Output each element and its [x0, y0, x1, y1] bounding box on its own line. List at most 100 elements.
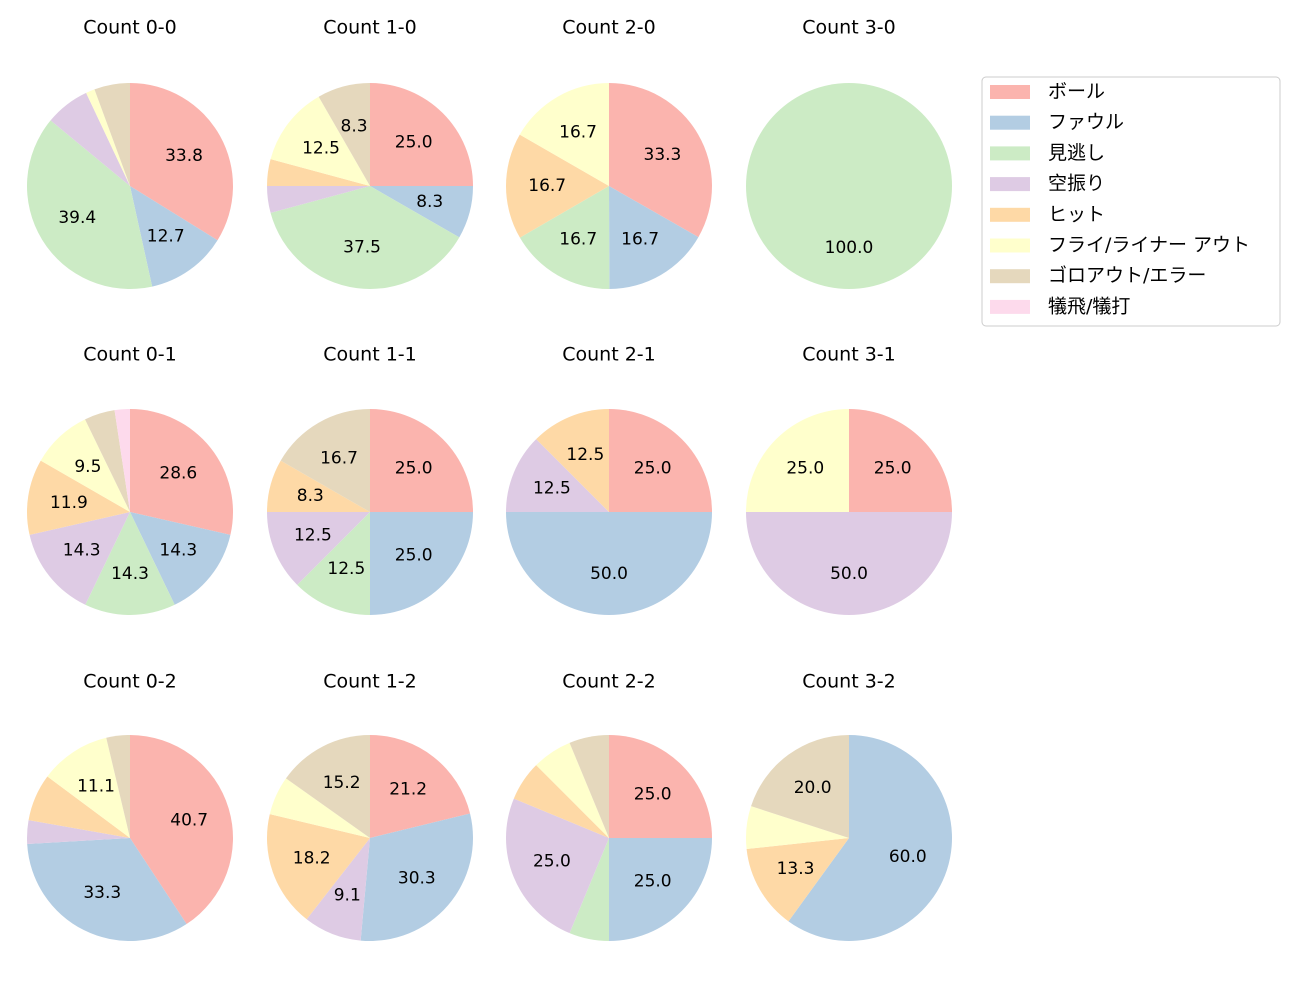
- pie-slice: [746, 838, 849, 922]
- pie-slice: [50, 92, 130, 186]
- data-label: 9.1: [334, 885, 361, 905]
- data-label: 13.3: [777, 859, 815, 879]
- data-label: 33.3: [83, 883, 121, 903]
- pie-slice: [130, 83, 234, 241]
- pie-slice: [28, 776, 130, 838]
- pie-slice: [746, 409, 849, 512]
- legend-label: ゴロアウト/エラー: [1048, 265, 1206, 287]
- data-label: 16.7: [320, 449, 358, 469]
- pie-slice: [267, 814, 370, 920]
- pie-slice: [370, 409, 473, 512]
- data-label: 16.7: [559, 122, 597, 142]
- pie-slice: [130, 512, 231, 605]
- pie-slice: [86, 89, 130, 186]
- data-label: 30.3: [398, 868, 436, 888]
- data-label: 25.0: [395, 458, 433, 478]
- pie-slice: [130, 735, 233, 925]
- pie-slice: [267, 159, 370, 186]
- pie-slice: [267, 512, 370, 585]
- data-label: 50.0: [590, 564, 628, 584]
- data-label: 33.3: [644, 145, 682, 165]
- data-label: 18.2: [293, 848, 331, 868]
- pie-slice: [746, 806, 849, 849]
- pie-slice: [746, 83, 952, 289]
- pie-slice: [106, 735, 130, 838]
- legend-swatch: [990, 177, 1030, 192]
- data-label: 39.4: [58, 208, 96, 228]
- pie-slice: [519, 186, 610, 289]
- data-label: 16.7: [621, 229, 659, 249]
- chart-title: Count 3-0: [802, 17, 896, 39]
- chart-title: Count 3-1: [802, 344, 896, 366]
- pie-slice: [130, 409, 234, 535]
- legend-label: ボール: [1048, 81, 1105, 103]
- data-label: 12.5: [566, 445, 604, 465]
- data-label: 25.0: [634, 872, 672, 892]
- data-label: 12.5: [294, 526, 332, 546]
- pie-slice: [609, 409, 712, 512]
- pie-slice: [85, 512, 175, 616]
- pie-slice: [267, 186, 370, 213]
- pie-slice: [569, 838, 609, 941]
- pie-slice: [569, 735, 609, 838]
- chart-title: Count 0-0: [83, 17, 177, 39]
- pie-slice: [513, 765, 609, 838]
- pie-slice: [506, 798, 609, 934]
- data-label: 50.0: [830, 564, 868, 584]
- pie-slice: [519, 83, 609, 186]
- data-label: 11.9: [50, 493, 88, 513]
- legend-label: 犠飛/犠打: [1048, 295, 1130, 317]
- data-label: 14.3: [63, 541, 101, 561]
- pie-slice: [270, 186, 460, 289]
- pie-slice: [114, 409, 130, 512]
- legend-swatch: [990, 85, 1030, 99]
- data-label: 37.5: [343, 237, 381, 257]
- data-label: 25.0: [533, 852, 571, 872]
- pie-slice: [506, 512, 712, 615]
- chart-title: Count 2-0: [562, 17, 656, 39]
- pie-slice: [536, 409, 609, 512]
- data-label: 21.2: [389, 779, 427, 799]
- pie-slice: [85, 410, 130, 512]
- chart-title: Count 2-1: [562, 344, 656, 366]
- pie-slice: [27, 820, 131, 844]
- data-label: 12.7: [147, 226, 185, 246]
- legend-swatch: [990, 146, 1030, 161]
- data-label: 12.5: [533, 478, 571, 498]
- pie-slice: [536, 742, 609, 838]
- pie-slice: [609, 83, 712, 238]
- pie-slice: [370, 512, 473, 615]
- legend-swatch: [990, 238, 1030, 253]
- data-label: 16.7: [528, 176, 566, 196]
- pie-slice: [318, 83, 370, 186]
- data-label: 12.5: [302, 138, 340, 158]
- pie-slice: [267, 460, 370, 512]
- pie-slice: [506, 439, 609, 512]
- pie-slice: [306, 838, 370, 941]
- pie-slice: [40, 419, 130, 512]
- pie-slice: [370, 83, 473, 186]
- chart-title: Count 2-2: [562, 671, 656, 693]
- chart-title: Count 1-2: [323, 671, 417, 693]
- legend-swatch: [990, 299, 1030, 314]
- pie-slice: [29, 512, 130, 605]
- data-label: 60.0: [889, 847, 927, 867]
- chart-title: Count 0-1: [83, 344, 177, 366]
- pie-slice: [280, 409, 370, 512]
- legend-swatch: [990, 207, 1030, 222]
- data-label: 25.0: [395, 132, 433, 152]
- legend-label: 見逃し: [1048, 142, 1105, 164]
- pie-slice: [27, 838, 187, 941]
- chart-title: Count 1-0: [323, 17, 417, 39]
- pie-slice: [609, 838, 712, 941]
- legend-label: フライ/ライナー アウト: [1048, 234, 1250, 256]
- data-label: 12.5: [327, 559, 365, 579]
- pie-slice: [297, 512, 370, 615]
- pie-slice: [269, 778, 370, 838]
- pie-slice: [26, 120, 153, 289]
- data-label: 25.0: [634, 458, 672, 478]
- legend-swatch: [990, 115, 1030, 130]
- legend-swatch: [990, 269, 1030, 284]
- pie-slice: [505, 134, 609, 238]
